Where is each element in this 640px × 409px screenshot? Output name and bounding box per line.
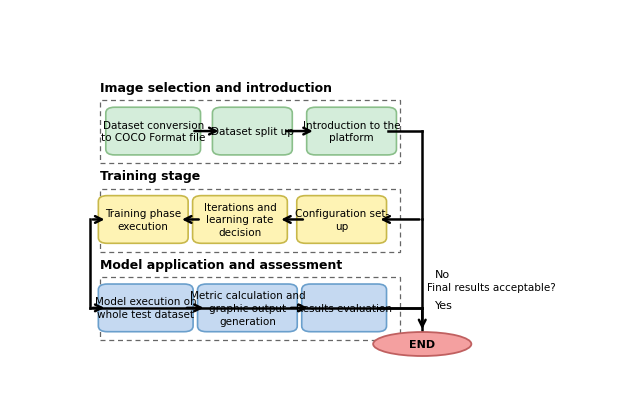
Text: Model execution on
whole test dataset: Model execution on whole test dataset [95,297,196,319]
Text: Training stage: Training stage [100,170,200,183]
FancyBboxPatch shape [212,108,292,155]
Text: Training phase
execution: Training phase execution [105,209,181,231]
FancyBboxPatch shape [193,196,287,244]
Text: No: No [435,269,450,279]
Text: Configuration set-
up: Configuration set- up [294,209,388,231]
Text: Model application and assessment: Model application and assessment [100,258,342,271]
Text: Dataset conversion
to COCO Format file: Dataset conversion to COCO Format file [101,120,205,143]
Text: Dataset split up: Dataset split up [211,127,294,137]
Text: Metric calculation and
graphic output
generation: Metric calculation and graphic output ge… [189,290,305,326]
Text: Image selection and introduction: Image selection and introduction [100,82,332,95]
FancyBboxPatch shape [198,284,297,332]
Ellipse shape [373,332,471,356]
FancyBboxPatch shape [106,108,200,155]
Text: END: END [409,339,435,349]
Text: Results evaluation: Results evaluation [296,303,392,313]
Text: Introduction to the
platform: Introduction to the platform [303,120,400,143]
FancyBboxPatch shape [301,284,387,332]
FancyBboxPatch shape [99,284,193,332]
FancyBboxPatch shape [99,196,188,244]
Text: Iterations and
learning rate
decision: Iterations and learning rate decision [204,202,276,238]
Text: Yes: Yes [435,301,452,311]
FancyBboxPatch shape [307,108,396,155]
FancyBboxPatch shape [297,196,387,244]
Text: Final results acceptable?: Final results acceptable? [428,282,556,292]
